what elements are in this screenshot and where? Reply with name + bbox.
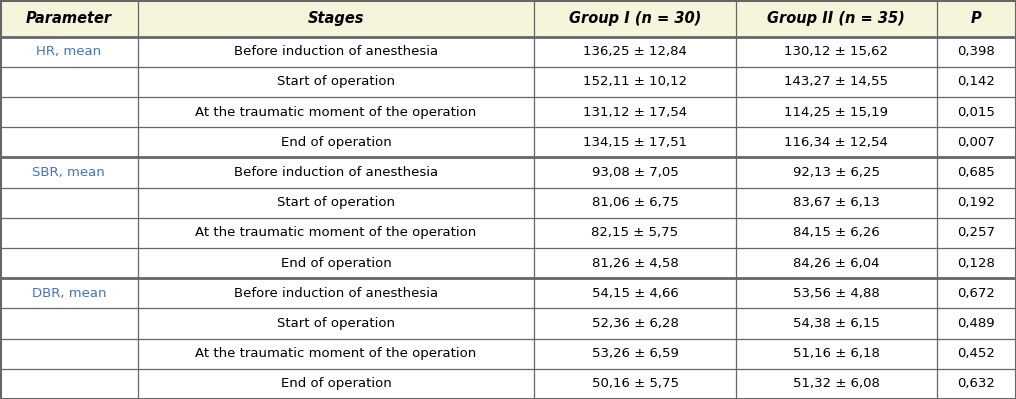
Bar	[0, 67, 1016, 97]
Bar	[0, 0, 1016, 37]
Text: 0,398: 0,398	[957, 45, 996, 58]
Text: HR, mean: HR, mean	[37, 45, 102, 58]
Text: 134,15 ± 17,51: 134,15 ± 17,51	[583, 136, 687, 149]
Text: 81,26 ± 4,58: 81,26 ± 4,58	[591, 257, 679, 270]
Text: At the traumatic moment of the operation: At the traumatic moment of the operation	[195, 106, 477, 119]
Text: 0,685: 0,685	[957, 166, 996, 179]
Text: 114,25 ± 15,19: 114,25 ± 15,19	[784, 106, 888, 119]
Text: 130,12 ± 15,62: 130,12 ± 15,62	[784, 45, 888, 58]
Bar	[0, 369, 1016, 399]
Text: Group II (n = 35): Group II (n = 35)	[767, 11, 905, 26]
Text: End of operation: End of operation	[280, 136, 391, 149]
Text: At the traumatic moment of the operation: At the traumatic moment of the operation	[195, 347, 477, 360]
Text: 54,15 ± 4,66: 54,15 ± 4,66	[591, 287, 679, 300]
Text: 116,34 ± 12,54: 116,34 ± 12,54	[784, 136, 888, 149]
Text: 152,11 ± 10,12: 152,11 ± 10,12	[583, 75, 687, 89]
Text: 92,13 ± 6,25: 92,13 ± 6,25	[792, 166, 880, 179]
Text: 0,489: 0,489	[957, 317, 995, 330]
Text: At the traumatic moment of the operation: At the traumatic moment of the operation	[195, 227, 477, 239]
Text: 0,452: 0,452	[957, 347, 996, 360]
Text: 82,15 ± 5,75: 82,15 ± 5,75	[591, 227, 679, 239]
Text: 0,192: 0,192	[957, 196, 996, 209]
Text: 0,257: 0,257	[957, 227, 996, 239]
Text: 93,08 ± 7,05: 93,08 ± 7,05	[591, 166, 679, 179]
Bar	[0, 158, 1016, 188]
Text: 0,007: 0,007	[957, 136, 996, 149]
Bar	[0, 248, 1016, 278]
Bar	[0, 339, 1016, 369]
Text: Start of operation: Start of operation	[277, 196, 395, 209]
Bar	[0, 127, 1016, 158]
Bar	[0, 218, 1016, 248]
Text: P: P	[971, 11, 981, 26]
Text: Stages: Stages	[308, 11, 365, 26]
Text: Parameter: Parameter	[25, 11, 112, 26]
Text: Start of operation: Start of operation	[277, 75, 395, 89]
Text: 136,25 ± 12,84: 136,25 ± 12,84	[583, 45, 687, 58]
Text: 84,26 ± 6,04: 84,26 ± 6,04	[792, 257, 879, 270]
Text: 0,672: 0,672	[957, 287, 996, 300]
Bar	[0, 97, 1016, 127]
Text: SBR, mean: SBR, mean	[33, 166, 106, 179]
Bar	[0, 308, 1016, 339]
Text: 84,15 ± 6,26: 84,15 ± 6,26	[792, 227, 880, 239]
Text: DBR, mean: DBR, mean	[31, 287, 106, 300]
Text: 0,128: 0,128	[957, 257, 996, 270]
Text: 131,12 ± 17,54: 131,12 ± 17,54	[583, 106, 687, 119]
Text: 0,015: 0,015	[957, 106, 996, 119]
Bar	[0, 278, 1016, 308]
Text: 53,56 ± 4,88: 53,56 ± 4,88	[792, 287, 880, 300]
Text: Start of operation: Start of operation	[277, 317, 395, 330]
Text: Before induction of anesthesia: Before induction of anesthesia	[234, 166, 438, 179]
Text: 51,16 ± 6,18: 51,16 ± 6,18	[792, 347, 880, 360]
Text: 50,16 ± 5,75: 50,16 ± 5,75	[591, 377, 679, 390]
Text: 0,142: 0,142	[957, 75, 996, 89]
Text: 143,27 ± 14,55: 143,27 ± 14,55	[784, 75, 888, 89]
Text: End of operation: End of operation	[280, 377, 391, 390]
Text: 54,38 ± 6,15: 54,38 ± 6,15	[792, 317, 880, 330]
Text: 81,06 ± 6,75: 81,06 ± 6,75	[591, 196, 679, 209]
Text: 51,32 ± 6,08: 51,32 ± 6,08	[792, 377, 880, 390]
Text: End of operation: End of operation	[280, 257, 391, 270]
Text: Before induction of anesthesia: Before induction of anesthesia	[234, 287, 438, 300]
Text: Group I (n = 30): Group I (n = 30)	[569, 11, 701, 26]
Text: 52,36 ± 6,28: 52,36 ± 6,28	[591, 317, 679, 330]
Text: Before induction of anesthesia: Before induction of anesthesia	[234, 45, 438, 58]
Text: 83,67 ± 6,13: 83,67 ± 6,13	[792, 196, 880, 209]
Bar	[0, 37, 1016, 67]
Bar	[0, 188, 1016, 218]
Text: 53,26 ± 6,59: 53,26 ± 6,59	[591, 347, 679, 360]
Text: 0,632: 0,632	[957, 377, 996, 390]
